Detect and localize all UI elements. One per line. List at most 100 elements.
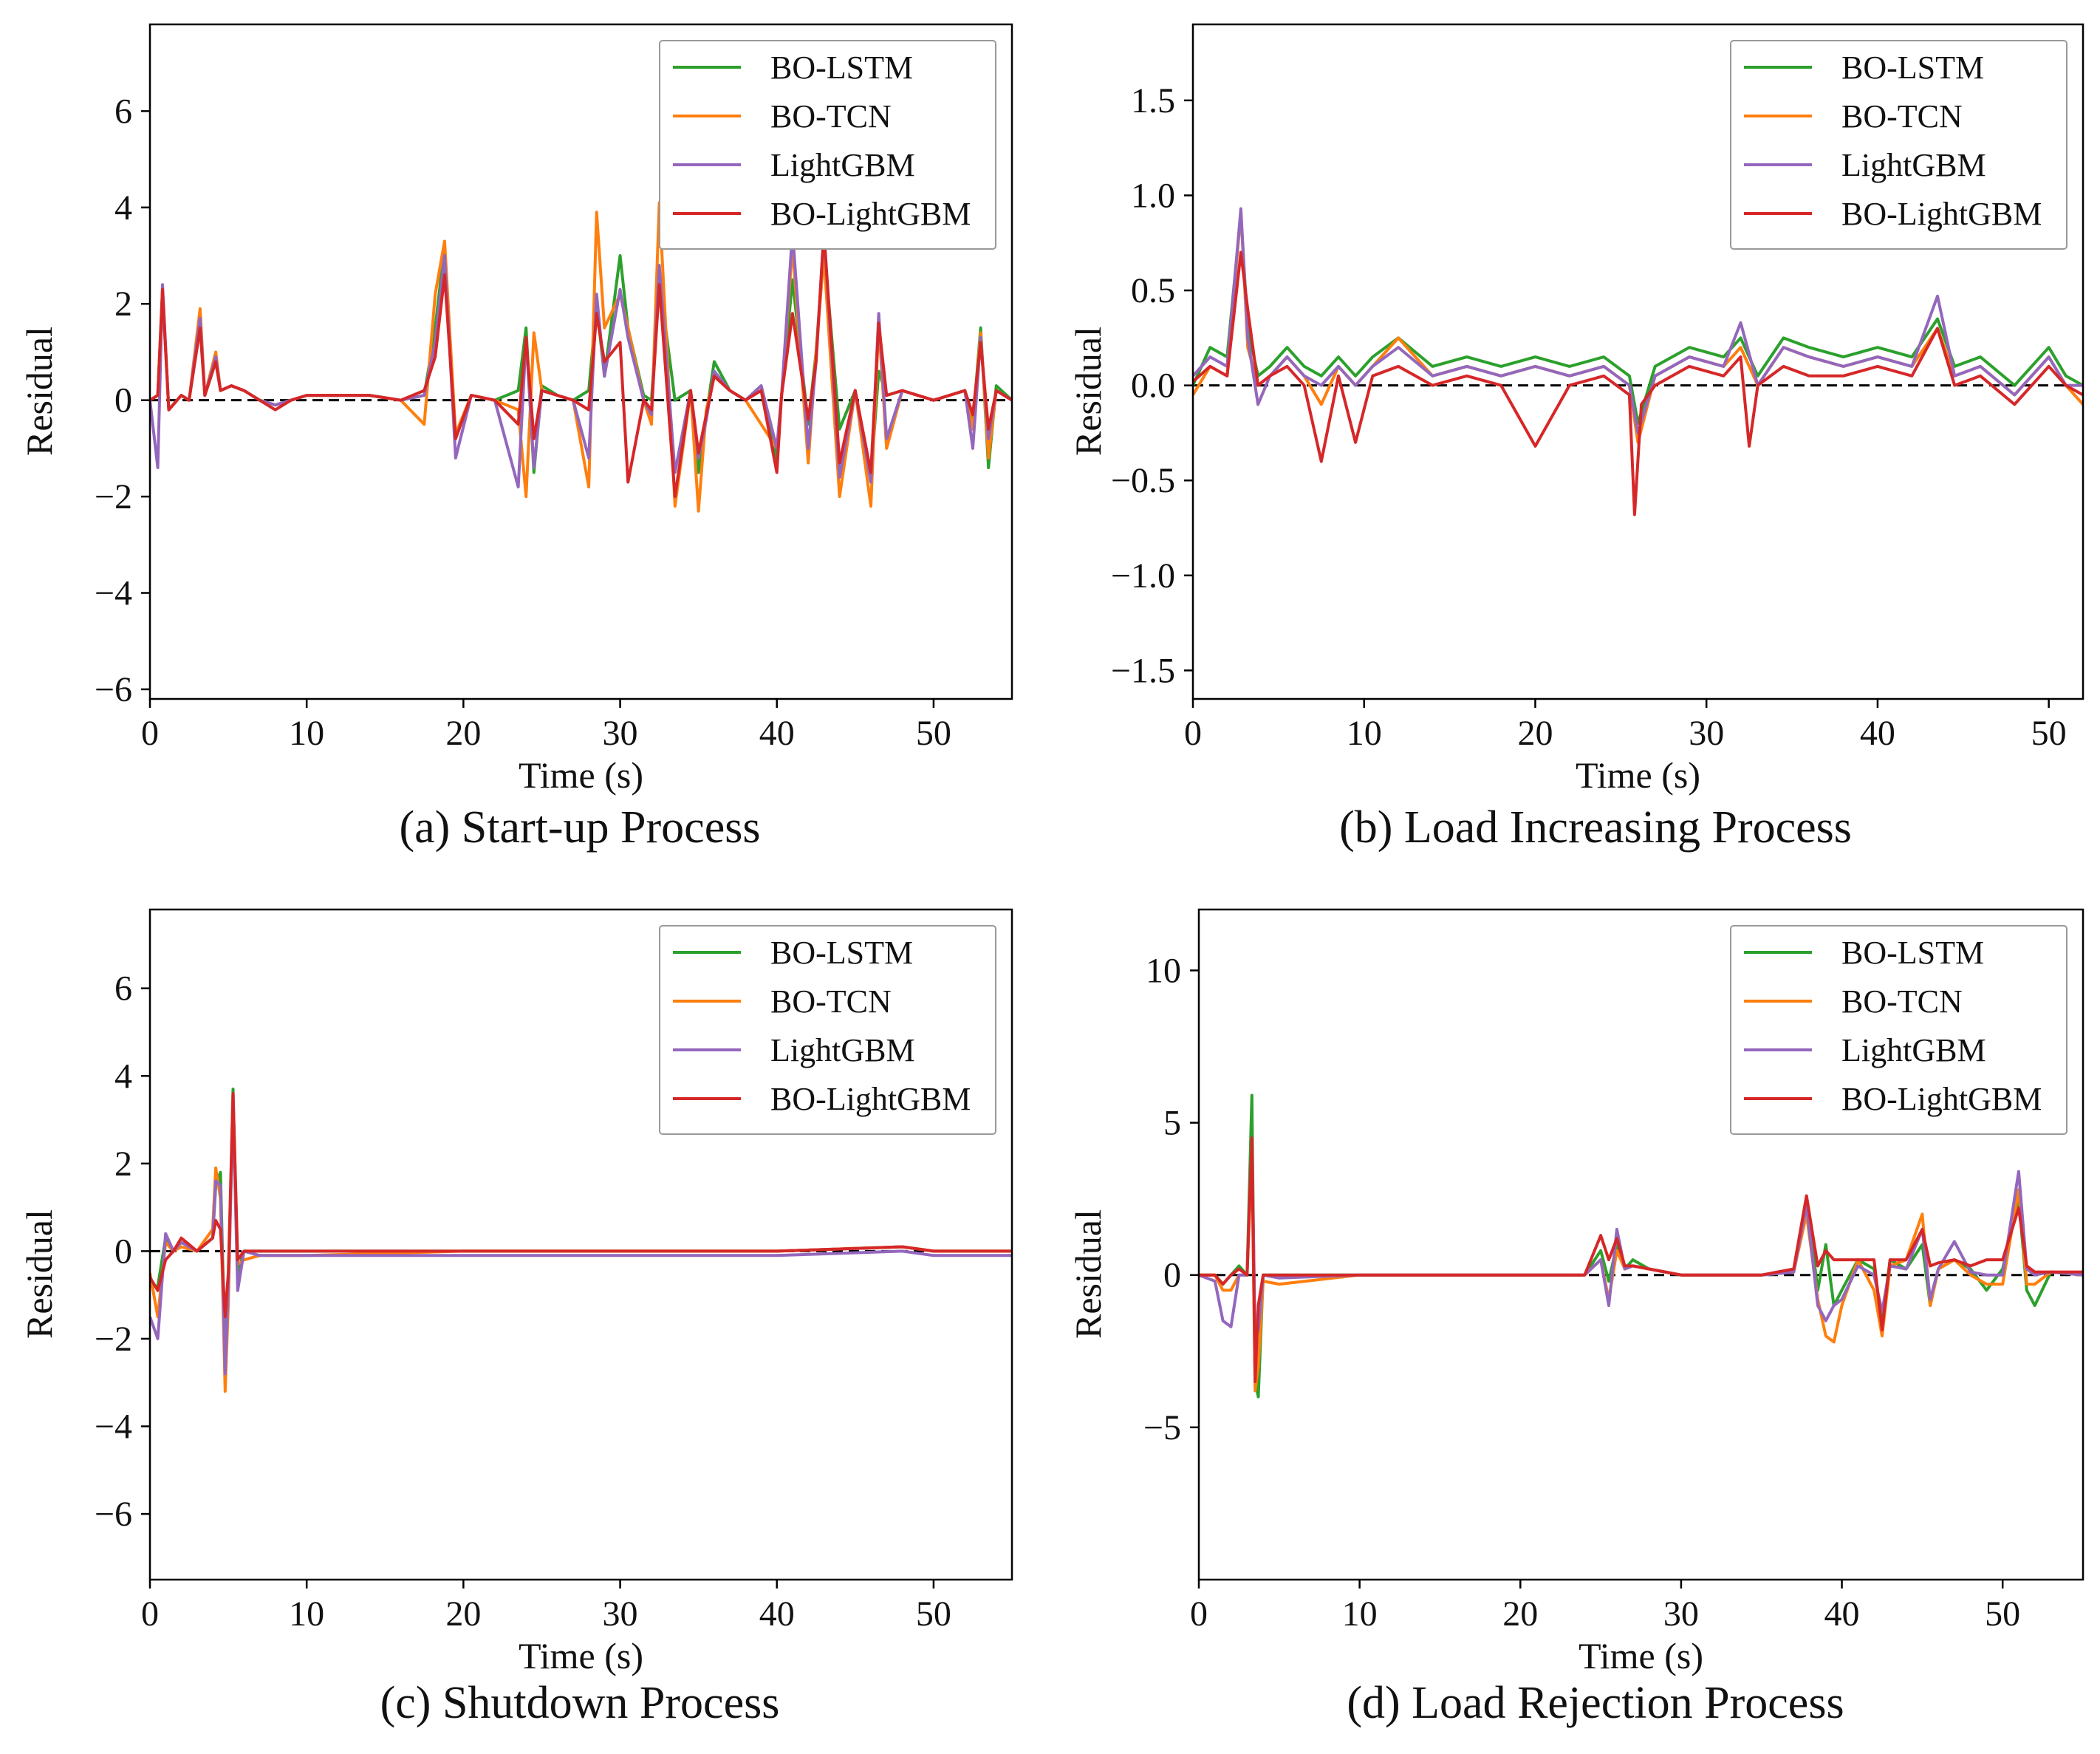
legend-label-bo-lightgbm: BO-LightGBM	[770, 196, 971, 232]
panel-a: 0 10 20 30 40 50 −6 −4 −2 0 2 4 6 Time (s) Residual BO-…	[18, 23, 1013, 796]
series-line-lightgbm	[1193, 207, 2083, 434]
x-axis-label: Time (s)	[519, 754, 643, 796]
y-tick-label: 0.0	[1131, 366, 1175, 406]
x-tick-label: 20	[1502, 1594, 1538, 1634]
series-line-bo-lstm	[1193, 213, 2083, 426]
panel-d: 0 10 20 30 40 50 −5 0 5 10 Time (s) Residual BO-LSTM…	[1067, 908, 2084, 1676]
x-tick-label: 30	[603, 1594, 638, 1634]
y-tick-label: −0.5	[1111, 461, 1175, 500]
x-tick-label: 30	[1689, 714, 1724, 753]
y-tick-label: 1.5	[1131, 81, 1175, 120]
legend-label-bo-tcn: BO-TCN	[770, 98, 892, 134]
y-tick-label: 0	[1163, 1256, 1181, 1295]
y-tick-label: −4	[95, 1407, 132, 1447]
legend-label-lightgbm: LightGBM	[1841, 147, 1986, 183]
y-tick-label: 2	[114, 1144, 132, 1184]
caption-b: (b) Load Increasing Process	[1339, 802, 1852, 853]
x-tick-label: 10	[289, 714, 324, 753]
y-tick-label: 1.0	[1131, 176, 1175, 215]
series-group	[1199, 1093, 2083, 1399]
y-tick-label: 6	[114, 969, 132, 1009]
y-tick-label: −2	[95, 1320, 132, 1359]
series-group	[150, 201, 1012, 513]
y-tick-label: −4	[95, 574, 132, 613]
legend-box	[1730, 40, 2067, 250]
x-tick-label: 10	[1347, 714, 1382, 753]
y-tick-label: −5	[1143, 1408, 1181, 1447]
legend: BO-LSTM BO-TCN LightGBM BO-LightGBM	[659, 925, 996, 1135]
legend-label-bo-tcn: BO-TCN	[1841, 983, 1963, 1020]
y-tick-label: 0	[114, 1232, 132, 1271]
y-tick-label: 4	[114, 188, 132, 228]
panel-c: 0 10 20 30 40 50 −6 −4 −2 0 2 4 6 Time (s) Residual BO-…	[18, 908, 1013, 1676]
legend: BO-LSTM BO-TCN LightGBM BO-LightGBM	[659, 40, 996, 250]
x-tick-label: 0	[141, 714, 159, 753]
legend-label-lightgbm: LightGBM	[1841, 1032, 1986, 1068]
x-tick-label: 0	[1184, 714, 1202, 753]
legend: BO-LSTM BO-TCN LightGBM BO-LightGBM	[1730, 925, 2067, 1135]
legend-box	[659, 40, 996, 250]
x-tick-label: 50	[916, 714, 951, 753]
axes-frame	[148, 908, 1013, 1581]
legend-label-lightgbm: LightGBM	[770, 1032, 915, 1068]
series-line-lightgbm	[150, 1105, 1012, 1376]
y-axis-label: Residual	[1067, 1209, 1109, 1339]
legend-label-bo-tcn: BO-TCN	[1841, 98, 1963, 134]
legend-label-bo-lightgbm: BO-LightGBM	[770, 1081, 971, 1117]
axes-frame	[148, 23, 1013, 700]
x-tick-label: 30	[603, 714, 638, 753]
x-axis-label: Time (s)	[519, 1635, 643, 1676]
y-axis-label: Residual	[18, 1209, 60, 1339]
y-tick-label: −1.5	[1111, 651, 1175, 690]
y-tick-label: 2	[114, 284, 132, 324]
y-tick-label: 0	[114, 381, 132, 420]
x-tick-label: 40	[759, 1594, 795, 1634]
legend-label-bo-lightgbm: BO-LightGBM	[1841, 1081, 2042, 1117]
caption-c: (c) Shutdown Process	[380, 1678, 780, 1728]
caption-d: (d) Load Rejection Process	[1347, 1678, 1844, 1728]
series-line-lightgbm	[1199, 1136, 2083, 1338]
y-tick-label: 4	[114, 1057, 132, 1096]
axes-frame	[1191, 23, 2084, 700]
legend-label-bo-lstm: BO-LSTM	[770, 50, 913, 86]
y-tick-label: −6	[95, 1495, 132, 1534]
legend-label-lightgbm: LightGBM	[770, 147, 915, 183]
y-tick-label: 6	[114, 92, 132, 131]
x-tick-label: 20	[1517, 714, 1553, 753]
series-line-bo-lightgbm	[1199, 1136, 2083, 1383]
y-tick-label: 0.5	[1131, 271, 1175, 310]
axes-frame	[1197, 908, 2084, 1581]
y-tick-label: −1.0	[1111, 556, 1175, 596]
x-tick-label: 50	[916, 1594, 951, 1634]
x-tick-label: 40	[759, 714, 795, 753]
x-tick-label: 20	[445, 714, 481, 753]
x-tick-label: 40	[1860, 714, 1895, 753]
legend: BO-LSTM BO-TCN LightGBM BO-LightGBM	[1730, 40, 2067, 250]
legend-box	[1730, 925, 2067, 1135]
x-tick-label: 50	[2031, 714, 2067, 753]
series-line-bo-lightgbm	[150, 230, 1012, 499]
y-axis-label: Residual	[18, 327, 60, 456]
x-tick-label: 0	[1190, 1594, 1208, 1634]
y-tick-label: −2	[95, 477, 132, 516]
x-tick-label: 20	[445, 1594, 481, 1634]
panel-b: 0 10 20 30 40 50 −1.5 −1.0 −0.5 0.0 0.5 1.0 1.5 Time …	[1067, 23, 2084, 796]
series-line-bo-lightgbm	[150, 1092, 1012, 1319]
series-line-bo-tcn	[1199, 1151, 2083, 1393]
x-tick-label: 40	[1824, 1594, 1860, 1634]
y-tick-label: −6	[95, 670, 132, 709]
series-line-bo-tcn	[150, 1096, 1012, 1393]
y-axis-label: Residual	[1067, 327, 1109, 456]
x-axis-label: Time (s)	[1579, 1635, 1703, 1676]
x-tick-label: 10	[1342, 1594, 1378, 1634]
y-tick-label: 5	[1163, 1104, 1181, 1143]
series-group	[150, 1088, 1012, 1393]
legend-box	[659, 925, 996, 1135]
series-group	[1193, 207, 2083, 516]
caption-a: (a) Start-up Process	[399, 802, 761, 853]
x-tick-label: 30	[1663, 1594, 1699, 1634]
x-tick-label: 50	[1985, 1594, 2020, 1634]
series-line-bo-lightgbm	[1193, 250, 2083, 516]
legend-label-bo-lightgbm: BO-LightGBM	[1841, 196, 2042, 232]
